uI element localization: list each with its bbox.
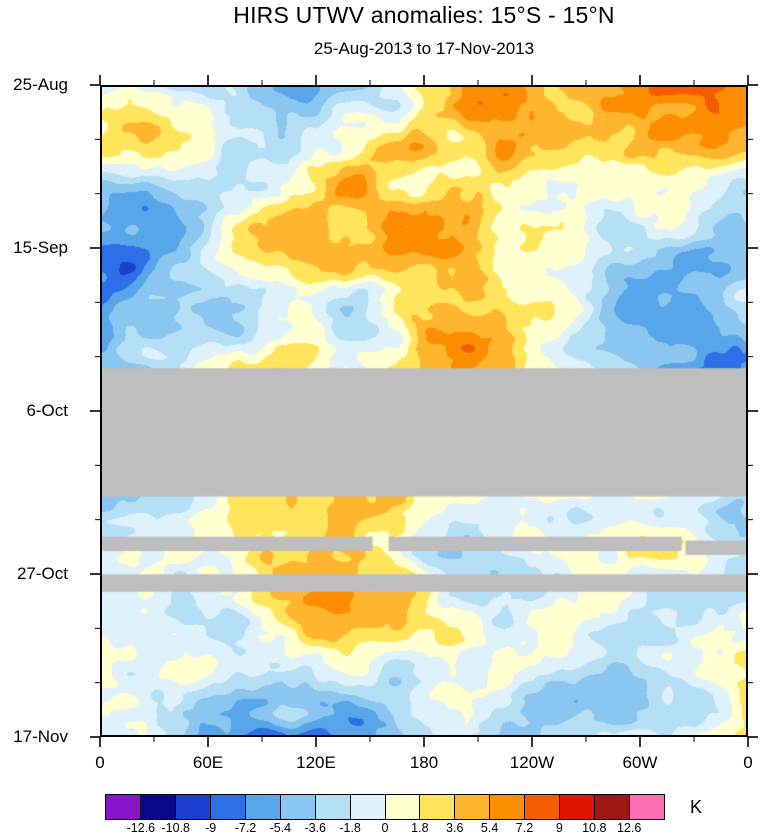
anomaly-field-canvas xyxy=(102,87,746,735)
plot-frame xyxy=(100,85,748,737)
colorbar-cell xyxy=(385,795,421,819)
y-axis-label: 6-Oct xyxy=(26,401,68,420)
colorbar-cell xyxy=(560,795,596,819)
colorbar-cell xyxy=(630,795,664,819)
colorbar-cell xyxy=(525,795,561,819)
colorbar-cell xyxy=(350,795,386,819)
colorbar-tick-label: 0 xyxy=(381,821,389,834)
colorbar-cell xyxy=(280,795,316,819)
x-axis-label: 180 xyxy=(409,753,439,772)
colorbar-tick-label: -10.8 xyxy=(161,821,191,834)
colorbar-tick-label: -9 xyxy=(205,821,217,834)
chart-subtitle: 25-Aug-2013 to 17-Nov-2013 xyxy=(313,39,535,58)
y-axis-labels: 25-Aug 15-Sep 6-Oct 27-Oct 17-Nov xyxy=(0,75,84,746)
x-axis-label: 0 xyxy=(743,753,753,772)
chart-title: HIRS UTWV anomalies: 15°S - 15°N xyxy=(233,2,615,28)
colorbar-tick-label: 5.4 xyxy=(480,821,499,834)
colorbar-tick-label: 10.8 xyxy=(582,821,607,834)
colorbar-tick-label: -1.8 xyxy=(339,821,361,834)
y-axis-label: 27-Oct xyxy=(16,564,68,583)
colorbar xyxy=(105,794,665,820)
colorbar-cell xyxy=(420,795,456,819)
colorbar-cell xyxy=(175,795,211,819)
x-axis-label: 0 xyxy=(95,753,105,772)
y-axis-label: 15-Sep xyxy=(13,238,68,257)
y-axis-label: 25-Aug xyxy=(13,75,68,94)
colorbar-tick-label: -5.4 xyxy=(269,821,292,834)
x-axis-label: 60W xyxy=(622,753,658,772)
colorbar-tick-label: 9 xyxy=(555,821,563,834)
colorbar-cell xyxy=(455,795,491,819)
x-axis-labels: 0 60E 120E 180 120W 60W 0 xyxy=(95,752,752,776)
colorbar-tick-label: 12.6 xyxy=(616,821,642,834)
colorbar-units-label: K xyxy=(690,797,703,817)
colorbar-tick-label: 3.6 xyxy=(446,821,464,834)
colorbar-cell xyxy=(210,795,246,819)
colorbar-tick-label: 7.2 xyxy=(515,821,534,834)
colorbar-cell xyxy=(315,795,351,819)
x-axis-label: 120W xyxy=(509,753,555,772)
x-axis-label: 120E xyxy=(296,753,336,772)
colorbar-labels: -12.6 -10.8 -9 -7.2 -5.4 -3.6 -1.8 0 1.8 3.6 5.4 7.… xyxy=(105,821,665,834)
colorbar-cell xyxy=(490,795,526,819)
colorbar-cell xyxy=(106,795,141,819)
y-axis-label: 17-Nov xyxy=(13,727,68,746)
colorbar-tick-label: -3.6 xyxy=(304,821,327,834)
colorbar-cell xyxy=(595,795,631,819)
colorbar-cell xyxy=(140,795,176,819)
x-axis-label: 60E xyxy=(192,753,224,772)
colorbar-tick-label: -7.2 xyxy=(234,821,257,834)
colorbar-tick-label: 1.8 xyxy=(411,821,429,834)
colorbar-cell xyxy=(245,795,281,819)
colorbar-tick-label: -12.6 xyxy=(126,821,156,834)
